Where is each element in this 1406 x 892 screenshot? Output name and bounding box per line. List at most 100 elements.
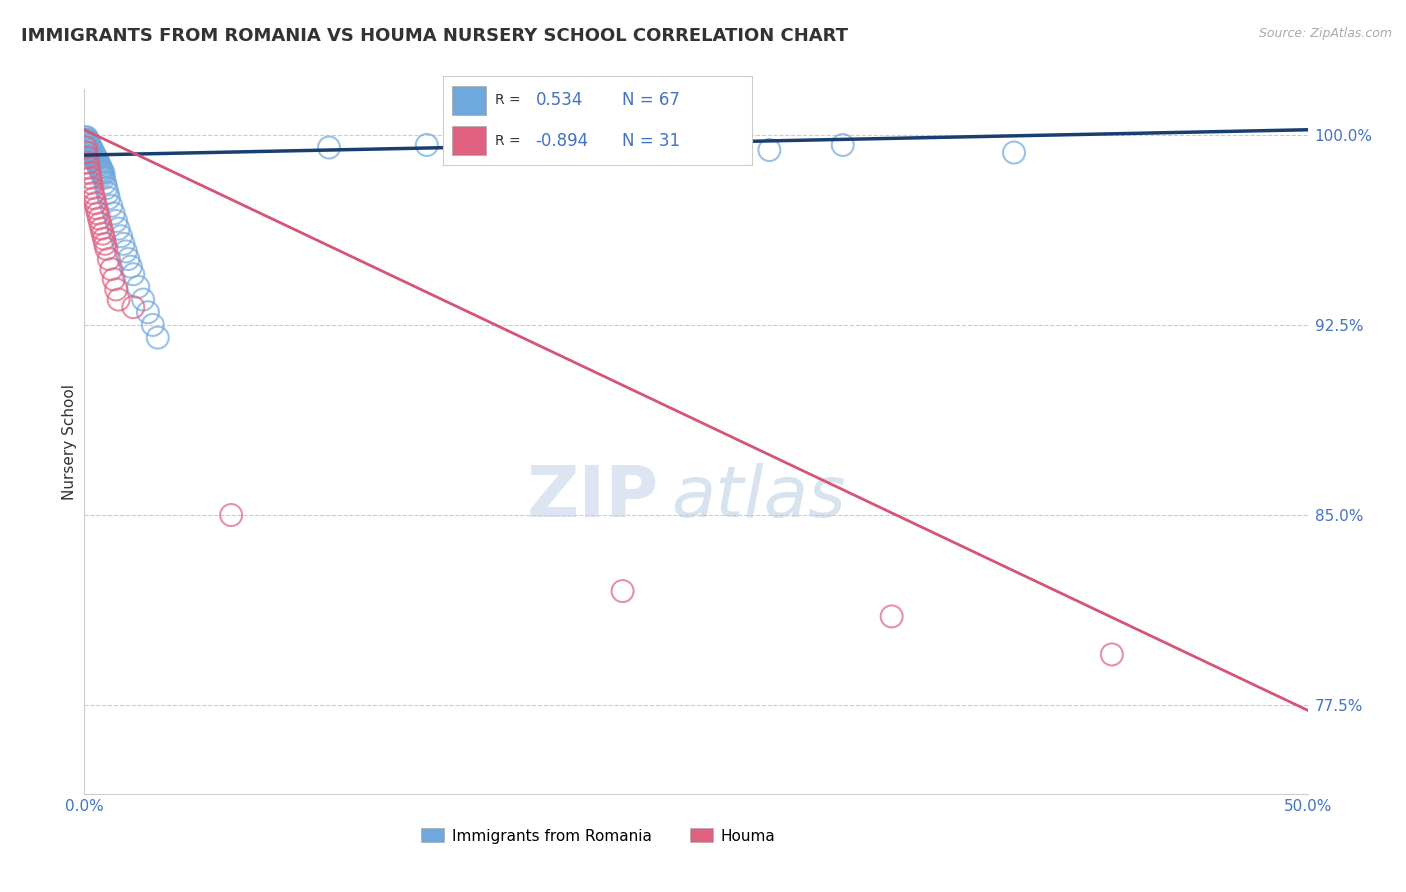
Point: [87, 161, 110, 175]
Point: [87, 155, 110, 169]
Point: [103, 272, 125, 286]
Point: [76, 133, 98, 147]
Point: [880, 609, 903, 624]
Point: [685, 140, 707, 154]
Point: [80, 140, 103, 154]
Point: [91, 163, 114, 178]
Point: [80, 145, 103, 160]
Point: [86, 153, 108, 168]
Text: N = 31: N = 31: [623, 132, 681, 150]
Point: [91, 227, 114, 241]
Text: -0.894: -0.894: [536, 132, 589, 150]
Point: [84, 151, 107, 165]
Text: IMMIGRANTS FROM ROMANIA VS HOUMA NURSERY SCHOOL CORRELATION CHART: IMMIGRANTS FROM ROMANIA VS HOUMA NURSERY…: [21, 27, 848, 45]
Point: [94, 176, 117, 190]
Point: [89, 158, 111, 172]
Point: [80, 176, 103, 190]
Text: 0.534: 0.534: [536, 91, 583, 109]
Point: [75, 145, 97, 160]
Legend: Immigrants from Romania, Houma: Immigrants from Romania, Houma: [415, 822, 782, 850]
Point: [219, 508, 242, 522]
Point: [93, 232, 115, 246]
Point: [318, 140, 340, 154]
Point: [96, 242, 118, 256]
Point: [77, 140, 100, 154]
Point: [132, 293, 155, 307]
Point: [136, 305, 159, 319]
Point: [89, 217, 111, 231]
Point: [79, 138, 101, 153]
Point: [112, 236, 135, 251]
Point: [86, 202, 108, 216]
Point: [79, 143, 101, 157]
Point: [97, 191, 120, 205]
Point: [75, 140, 97, 154]
Point: [115, 244, 138, 259]
Point: [612, 584, 634, 599]
Point: [96, 181, 118, 195]
Text: R =: R =: [495, 93, 522, 107]
Point: [89, 163, 111, 178]
Point: [105, 214, 128, 228]
Point: [105, 282, 128, 296]
Text: R =: R =: [495, 134, 522, 148]
Point: [82, 151, 104, 165]
Point: [110, 229, 132, 244]
Point: [83, 148, 105, 162]
Point: [80, 145, 103, 160]
Point: [562, 136, 585, 150]
Point: [79, 143, 101, 157]
Point: [77, 136, 100, 150]
Point: [76, 130, 98, 145]
Point: [146, 330, 169, 344]
Point: [82, 148, 104, 162]
Point: [91, 169, 114, 183]
Point: [76, 138, 98, 153]
Point: [84, 153, 107, 168]
Point: [120, 260, 142, 274]
Point: [90, 166, 112, 180]
Point: [77, 140, 100, 154]
Point: [77, 155, 100, 169]
Point: [93, 166, 115, 180]
Point: [107, 293, 129, 307]
Point: [77, 133, 100, 147]
Point: [76, 136, 98, 150]
Point: [87, 206, 110, 220]
Point: [82, 143, 104, 157]
Point: [83, 145, 105, 160]
Point: [79, 170, 101, 185]
Y-axis label: Nursery School: Nursery School: [62, 384, 77, 500]
Point: [107, 221, 129, 235]
Point: [94, 236, 117, 251]
Point: [77, 161, 100, 175]
Point: [831, 138, 853, 153]
Point: [83, 191, 105, 205]
Point: [75, 136, 97, 150]
Point: [416, 138, 439, 153]
Point: [103, 206, 125, 220]
Point: [82, 148, 104, 162]
Point: [1002, 145, 1025, 160]
Point: [82, 181, 104, 195]
Text: Source: ZipAtlas.com: Source: ZipAtlas.com: [1258, 27, 1392, 40]
Point: [83, 153, 105, 168]
Text: N = 67: N = 67: [623, 91, 681, 109]
Point: [90, 221, 112, 235]
Point: [100, 262, 122, 277]
Text: ZIP: ZIP: [527, 464, 659, 533]
Point: [127, 280, 149, 294]
Point: [75, 130, 97, 145]
Point: [122, 300, 145, 314]
Point: [82, 186, 104, 201]
Point: [122, 267, 145, 281]
Point: [100, 199, 122, 213]
Point: [142, 318, 165, 332]
Point: [90, 161, 112, 175]
FancyBboxPatch shape: [453, 126, 486, 155]
Point: [87, 211, 110, 226]
Point: [84, 196, 107, 211]
Point: [117, 252, 139, 266]
Point: [77, 138, 100, 153]
Point: [93, 170, 115, 185]
